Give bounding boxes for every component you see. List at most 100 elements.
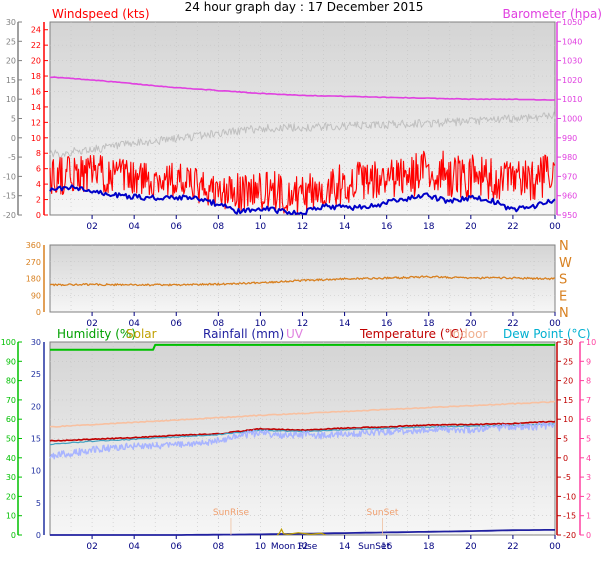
uv-axis-tick: 8 [586,377,591,386]
rainfall-axis-tick: 0 [36,531,41,540]
x-tick-label: 12 [297,542,308,552]
compass-axis-tick: N [559,306,569,321]
temperature-axis-tick: 30 [563,338,573,347]
barometer-axis-tick: 950 [562,211,577,220]
x-tick-label: 02 [86,542,97,552]
humidity-axis-tick: 60 [6,415,16,424]
direction-axis-tick: 0 [36,308,41,317]
x-tick-label: 18 [423,542,435,552]
barometer-axis-tick: 1020 [562,76,582,85]
compass-axis-tick: S [559,273,567,288]
x-tick-label: 22 [507,542,518,552]
gust-axis-tick: -15 [3,192,16,201]
windspeed-axis-tick: 12 [31,118,41,127]
x-tick-label: 12 [297,319,308,329]
uv-axis-tick: 5 [586,435,591,444]
uv-axis-tick: 7 [586,396,591,405]
rainfall-axis-tick: 5 [36,499,41,508]
humidity-axis-tick: 80 [6,377,16,386]
gust-axis-tick: -10 [3,172,16,181]
dew-point-raw-line [49,422,556,460]
x-tick-label: 16 [381,542,393,552]
humidity-line [50,343,555,351]
temperature-axis-tick: 10 [563,415,573,424]
uv-axis-tick: 1 [586,512,591,521]
humidity-axis-tick: 100 [1,338,16,347]
x-tick-label: 14 [339,319,351,329]
legend-solar: Solar [126,327,157,341]
direction-axis-tick: 180 [26,275,41,284]
x-tick-label: 00 [549,319,561,329]
compass-axis-tick: W [559,256,572,271]
uv-axis-tick: 2 [586,492,591,501]
x-tick-label: 18 [423,319,435,329]
windspeed-axis-tick: 0 [36,211,41,220]
humidity-axis-tick: 40 [6,454,16,463]
x-tick-label: 00 [549,542,561,552]
windspeed-axis-tick: 16 [31,87,41,96]
humidity-axis-tick: 20 [6,492,16,501]
legend-temperature: Temperature (°C) [359,327,464,341]
gridlines [50,22,555,535]
temperature-axis-tick: -10 [563,492,576,501]
barometer-axis-tick: 1030 [562,57,582,66]
moonrise-annotation: Moon Rise [271,542,318,552]
x-tick-label: 20 [465,222,477,232]
barometer-axis-tick: 980 [562,153,577,162]
sunset-annotation: SunSet [367,508,399,518]
uv-axis-tick: 9 [586,357,591,366]
direction-axis-tick: 270 [26,258,41,267]
series [49,76,556,536]
x-tick-label: 08 [213,319,225,329]
gust-axis-tick: -20 [3,211,16,220]
humidity-axis-tick: 90 [6,357,16,366]
gust-axis-tick: 10 [6,95,16,104]
windspeed-axis-tick: 8 [36,149,41,158]
windspeed-axis-tick: 6 [36,165,41,174]
page-title: 24 hour graph day : 17 December 2015 [184,0,424,14]
temperature-axis-tick: -5 [563,473,571,482]
x-tick-label: 14 [339,542,351,552]
temperature-axis-tick: 5 [563,435,568,444]
sunset-bottom-annotation: SunSet [358,542,390,552]
wind-direction-line [49,275,556,287]
temperature-axis-tick: -20 [563,531,576,540]
rainfall-axis-tick: 15 [31,435,41,444]
x-tick-label: 14 [339,222,351,232]
barometer-axis-tick: 960 [562,192,577,201]
windspeed-axis-tick: 4 [36,180,41,189]
gust-axis-tick: 25 [6,37,16,46]
windspeed-axis-tick: 20 [31,57,41,66]
humidity-axis-tick: 30 [6,473,16,482]
x-tick-label: 10 [255,319,267,329]
barometer-axis-tick: 1040 [562,37,582,46]
windspeed-axis-tick: 24 [31,26,41,35]
direction-axis-tick: 360 [26,241,41,250]
indoor-temperature-line [49,400,556,428]
uv-axis-tick: 3 [586,473,591,482]
rainfall-axis-tick: 20 [31,402,41,411]
compass-axis-tick: N [559,239,569,254]
temperature-axis-tick: 15 [563,396,573,405]
windspeed-axis-label: Windspeed (kts) [52,7,150,21]
temperature-axis-tick: -15 [563,512,576,521]
windspeed-axis-tick: 14 [31,103,41,112]
x-tick-label: 02 [86,222,97,232]
x-tick-label: 20 [465,319,477,329]
x-tick-label: 12 [297,222,308,232]
gust-axis-tick: 20 [6,57,16,66]
compass-axis-tick: E [559,289,567,304]
windspeed-axis-tick: 22 [31,41,41,50]
uv-axis-tick: 10 [586,338,596,347]
annotations: SunRise SunSet Moon Rise SunSet [213,508,399,552]
barometer-line [50,76,556,101]
barometer-axis-tick: 1050 [562,18,582,27]
legend-uv: UV [286,327,304,341]
x-tick-label: 04 [128,319,140,329]
direction-axis-tick: 90 [31,291,41,300]
average-windspeed-line [49,184,556,216]
barometer-axis-tick: 1010 [562,95,582,104]
humidity-axis-tick: 10 [6,512,16,521]
